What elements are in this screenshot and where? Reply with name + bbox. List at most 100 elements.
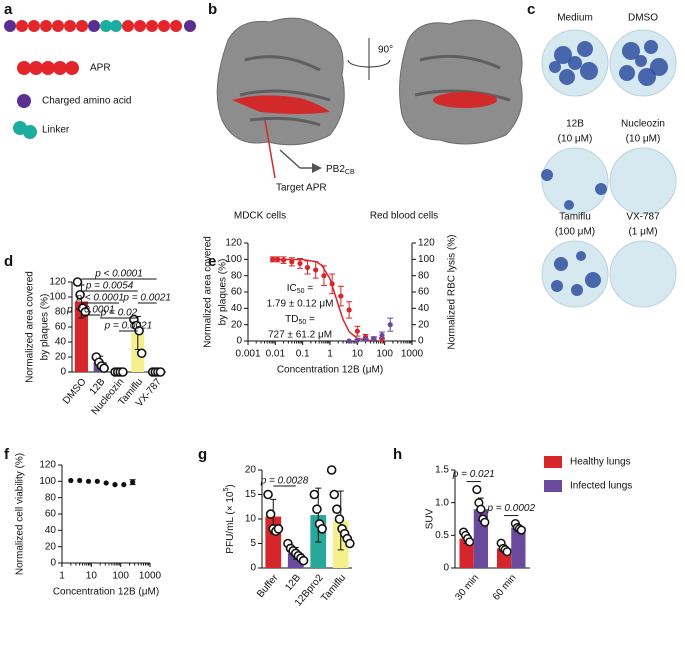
- y-tick-label: 5: [250, 538, 256, 549]
- data-point: [371, 335, 377, 342]
- plate-dose: (1 μM): [628, 227, 657, 238]
- data-point: [313, 267, 319, 273]
- series-label: MDCK cells: [234, 211, 286, 222]
- protein-structures: [216, 17, 523, 179]
- p-value: p < 0.0001: [94, 269, 143, 280]
- y-tick-label: 20: [418, 319, 430, 330]
- plate-label: VX-787: [626, 212, 660, 223]
- y-tick-label: 10: [245, 514, 257, 525]
- y-axis-label: Normalized cell viability (%): [15, 453, 26, 575]
- panel-letter: d: [4, 253, 13, 270]
- x-tick-label: 1: [59, 571, 65, 582]
- p-value: p = 0.0021: [104, 321, 153, 332]
- data-point: [346, 338, 352, 344]
- y-tick-label: 80: [231, 270, 243, 281]
- y-tick-label: 1.0: [435, 497, 449, 508]
- data-point: [263, 489, 273, 500]
- x-tick-label: 0.1: [296, 349, 310, 360]
- x-tick-label: DMSO: [61, 376, 89, 406]
- plate-label: 12B: [566, 119, 584, 130]
- data-point: [476, 504, 486, 514]
- data-point: [354, 328, 360, 334]
- data-point: [136, 348, 147, 359]
- structure-label-sub: CB: [345, 169, 355, 176]
- plaque: [568, 56, 582, 70]
- plaque: [638, 68, 656, 86]
- y-tick-label: 80: [45, 492, 57, 503]
- data-point: [516, 525, 526, 535]
- data-point: [309, 489, 320, 500]
- y-tick-label: 1.5: [435, 465, 449, 476]
- bar: [511, 527, 526, 568]
- plaque: [559, 69, 575, 85]
- y-axis-label: PFU/mL (× 105): [223, 484, 235, 553]
- data-point: [329, 281, 335, 287]
- y-tick-label: 100: [39, 476, 56, 487]
- panel-letter: e: [208, 253, 216, 270]
- legend-swatch: [544, 456, 562, 468]
- annotation: 1.79 ± 0.12 μM: [267, 298, 334, 309]
- data-point: [304, 264, 311, 271]
- plaque: [577, 41, 593, 57]
- annotation-main: TD: [285, 314, 298, 325]
- y-tick-label: 40: [418, 303, 430, 314]
- panel-letter: a: [4, 1, 13, 18]
- data-point: [273, 523, 284, 534]
- legend-icons: [13, 61, 79, 139]
- x-tick-label: 1: [327, 349, 333, 360]
- panel-letter: g: [198, 446, 207, 463]
- plaque: [595, 183, 607, 195]
- x-tick-label: 100: [376, 349, 393, 360]
- plaque: [541, 169, 553, 181]
- data-point: [94, 478, 100, 484]
- data-point: [472, 485, 482, 495]
- data-point: [345, 538, 355, 549]
- plaque: [644, 40, 658, 54]
- data-point: [502, 547, 512, 557]
- annotation-main: 727 ± 61.2 μM: [268, 329, 332, 340]
- y-tick-label: 20: [45, 541, 57, 552]
- plate-dose: (10 μM): [558, 134, 593, 145]
- y-axis-label-main: PFU/mL (× 10: [225, 491, 236, 554]
- x-tick-label: 60 min: [491, 573, 519, 603]
- panel-letter: c: [527, 1, 535, 18]
- legend-label: Linker: [42, 125, 70, 136]
- legend-swatch: [544, 480, 562, 492]
- annotation: 727 ± 61.2 μM: [268, 329, 332, 340]
- legend-label: Charged amino acid: [42, 96, 132, 107]
- data-point: [289, 259, 295, 265]
- data-point: [80, 307, 91, 317]
- plaque: [554, 46, 572, 64]
- p-value: p = 0.021: [452, 469, 495, 480]
- data-point: [265, 509, 276, 519]
- data-point: [280, 257, 287, 263]
- y-tick-label: 100: [225, 254, 242, 265]
- plate-label: Nucleozin: [621, 119, 665, 130]
- plate: [609, 147, 677, 215]
- data-point: [274, 256, 281, 262]
- plaque: [585, 272, 601, 288]
- structure-label: PB2CB: [326, 164, 355, 177]
- data-point: [85, 478, 92, 484]
- y-tick-label: 0: [443, 563, 449, 574]
- x-tick-label: Buffer: [255, 572, 281, 600]
- structure-label: Target APR: [276, 183, 327, 194]
- x-tick-label: 1000: [139, 571, 162, 582]
- p-value: p = 0.0054: [85, 281, 134, 292]
- panel-letter: h: [393, 446, 402, 463]
- y-tick-label: 120: [418, 238, 435, 249]
- data-point: [338, 293, 344, 299]
- x-axis-label: Concentration 12B (μM): [277, 365, 383, 376]
- plaque: [622, 42, 640, 60]
- y-tick-label: 40: [55, 337, 67, 348]
- y-axis-label-after: ): [225, 484, 236, 487]
- y-axis-label: Normalized area covered: [25, 271, 36, 383]
- plaque: [635, 55, 647, 67]
- y-tick-label: 0.5: [435, 530, 449, 541]
- x-tick-label: 30 min: [453, 573, 481, 603]
- plaque: [564, 200, 574, 210]
- plaque: [650, 58, 668, 76]
- data-point: [103, 480, 109, 486]
- plaque: [554, 257, 568, 271]
- plaque: [580, 62, 598, 80]
